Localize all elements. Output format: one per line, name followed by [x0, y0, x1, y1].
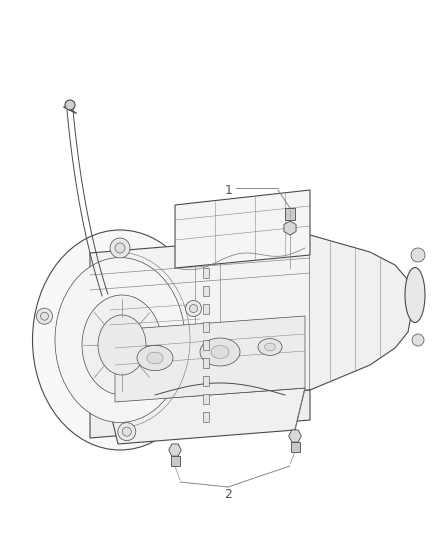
- Ellipse shape: [82, 295, 162, 395]
- Circle shape: [40, 312, 49, 320]
- FancyBboxPatch shape: [285, 208, 295, 220]
- FancyBboxPatch shape: [203, 286, 209, 296]
- FancyBboxPatch shape: [203, 376, 209, 386]
- Circle shape: [185, 301, 201, 317]
- FancyBboxPatch shape: [290, 442, 300, 452]
- Text: 2: 2: [224, 489, 232, 502]
- Ellipse shape: [200, 338, 240, 366]
- Ellipse shape: [265, 343, 276, 351]
- FancyBboxPatch shape: [170, 456, 180, 466]
- Polygon shape: [169, 444, 181, 456]
- FancyBboxPatch shape: [203, 268, 209, 278]
- Circle shape: [36, 308, 53, 324]
- Circle shape: [122, 427, 131, 436]
- Ellipse shape: [147, 352, 163, 364]
- FancyBboxPatch shape: [203, 358, 209, 368]
- Circle shape: [115, 243, 125, 253]
- FancyBboxPatch shape: [203, 322, 209, 332]
- Polygon shape: [310, 235, 415, 390]
- Polygon shape: [175, 190, 310, 268]
- Polygon shape: [90, 390, 310, 438]
- Ellipse shape: [258, 338, 282, 356]
- Ellipse shape: [32, 230, 208, 450]
- FancyBboxPatch shape: [203, 412, 209, 422]
- Circle shape: [190, 304, 198, 312]
- Polygon shape: [284, 221, 296, 235]
- Polygon shape: [115, 316, 305, 402]
- Polygon shape: [90, 235, 310, 408]
- FancyBboxPatch shape: [203, 394, 209, 404]
- Circle shape: [65, 100, 75, 110]
- Ellipse shape: [211, 345, 229, 359]
- Ellipse shape: [55, 257, 185, 423]
- Circle shape: [118, 423, 136, 441]
- Polygon shape: [108, 388, 305, 444]
- Ellipse shape: [405, 268, 425, 322]
- Circle shape: [412, 334, 424, 346]
- Circle shape: [110, 238, 130, 258]
- Circle shape: [411, 248, 425, 262]
- FancyBboxPatch shape: [203, 340, 209, 350]
- Ellipse shape: [137, 345, 173, 370]
- Ellipse shape: [98, 315, 146, 375]
- Polygon shape: [289, 430, 301, 442]
- FancyBboxPatch shape: [203, 304, 209, 314]
- Text: 1: 1: [225, 183, 233, 197]
